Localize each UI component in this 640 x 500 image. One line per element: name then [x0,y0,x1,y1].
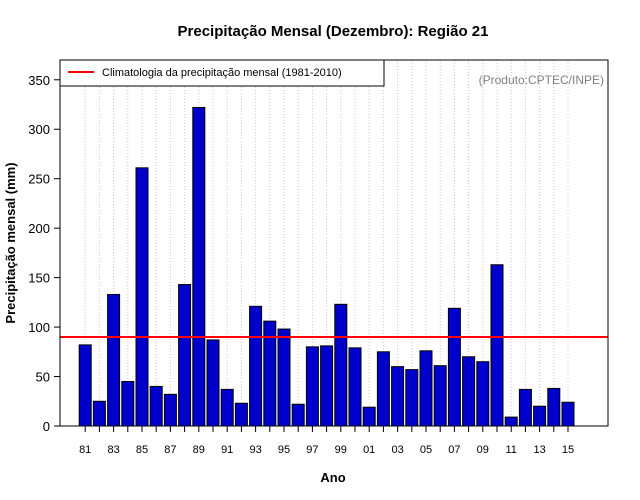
x-tick-label: 01 [363,444,375,456]
y-tick-label: 250 [28,172,50,187]
bar-82 [92,400,106,427]
bar-84 [121,380,135,427]
bar-05 [419,350,433,427]
x-tick-label: 07 [448,444,460,456]
x-tick-label: 85 [136,444,148,456]
bar-92 [234,402,248,427]
bar-93 [249,305,263,427]
legend-label: Climatologia da precipitação mensal (198… [102,67,342,79]
bar-09 [476,361,490,427]
bar-02 [376,351,390,427]
bar-83 [107,293,121,427]
x-tick-label: 95 [278,444,290,456]
bar-97 [305,346,319,427]
x-tick-label: 09 [477,444,489,456]
x-tick-label: 99 [335,444,347,456]
bar-15 [561,401,575,427]
legend: Climatologia da precipitação mensal (198… [59,59,385,87]
y-tick-label: 150 [28,271,50,286]
x-tick-label: 83 [107,444,119,456]
bar-07 [447,307,461,427]
bar-01 [362,406,376,427]
bar-95 [277,328,291,427]
bar-10 [490,264,504,427]
bar-13 [533,405,547,427]
y-axis-title: Precipitação mensal (mm) [3,162,18,323]
bar-88 [178,284,192,427]
bars-group [78,106,575,427]
bar-89 [192,106,206,427]
x-tick-label: 11 [505,444,516,456]
bar-86 [149,385,163,427]
bar-00 [348,347,362,427]
bar-96 [291,403,305,427]
chart-title: Precipitação Mensal (Dezembro): Região 2… [178,23,489,40]
legend-box [59,59,385,87]
bar-85 [135,167,149,427]
credit-text: (Produto:CPTEC/INPE) [479,73,604,87]
y-tick-label: 200 [28,221,50,236]
y-tick-label: 0 [43,419,50,434]
x-tick-label: 97 [306,444,318,456]
y-tick-label: 350 [28,73,50,88]
x-tick-label: 81 [79,444,91,456]
x-tick-label: 89 [193,444,205,456]
x-tick-label: 05 [420,444,432,456]
bar-87 [163,393,177,427]
bar-98 [320,345,334,427]
y-tick-label: 50 [36,370,50,385]
bar-99 [334,303,348,427]
bar-14 [547,387,561,427]
x-tick-label: 87 [164,444,176,456]
x-tick-label: 13 [533,444,545,456]
vertical-gridlines [84,60,569,426]
bar-04 [405,369,419,427]
y-tick-label: 300 [28,122,50,137]
y-axis: 0 50 100 150 200 250 300 350 [28,73,60,434]
x-tick-label: 03 [391,444,403,456]
x-tick-label: 91 [221,444,233,456]
bar-90 [206,339,220,427]
bar-08 [462,356,476,427]
bar-06 [433,365,447,427]
y-tick-label: 100 [28,320,50,335]
bar-11 [504,416,518,427]
x-axis-title: Ano [320,470,345,485]
bar-81 [78,344,92,427]
bar-12 [518,388,532,427]
x-axis: 81 83 85 87 89 91 93 95 97 99 01 03 05 07 09 11 13 15 [79,426,574,456]
bar-91 [220,388,234,427]
x-tick-label: 93 [249,444,261,456]
bar-03 [391,366,405,427]
x-tick-label: 15 [562,444,574,456]
